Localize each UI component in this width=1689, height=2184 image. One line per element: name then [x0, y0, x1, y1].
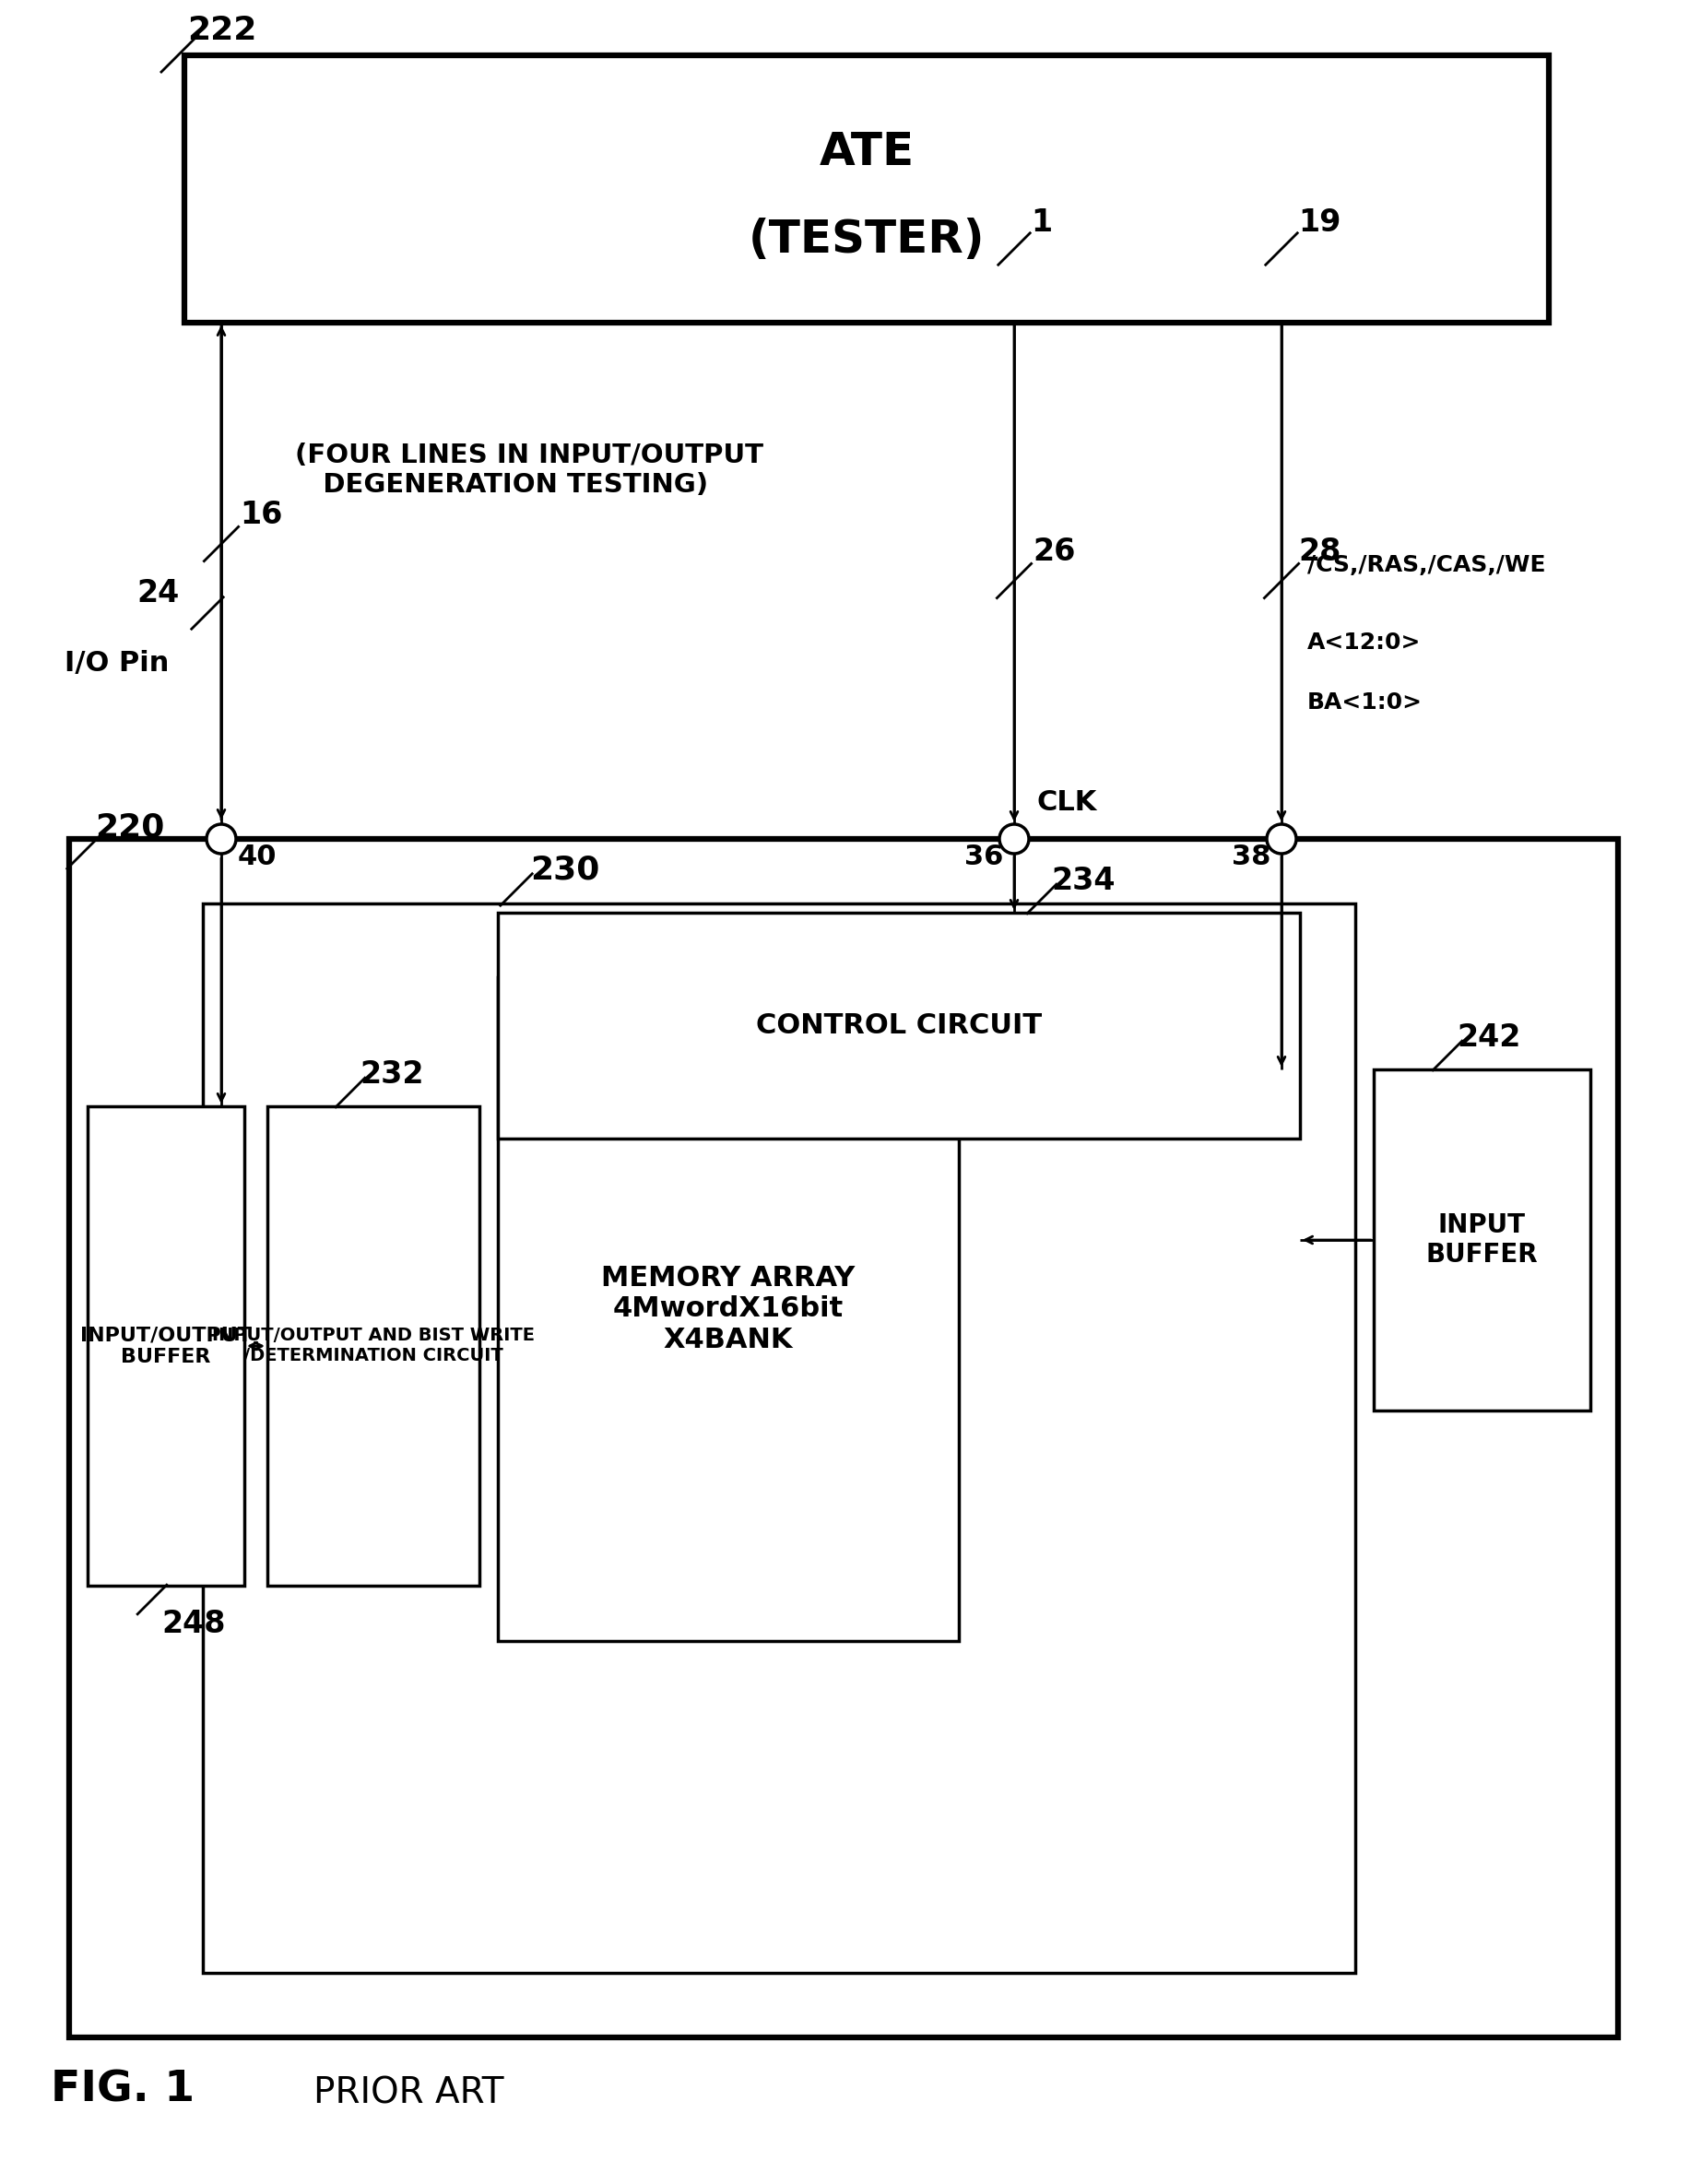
- Text: (TESTER): (TESTER): [748, 218, 985, 262]
- Text: (FOUR LINES IN INPUT/OUTPUT
   DEGENERATION TESTING): (FOUR LINES IN INPUT/OUTPUT DEGENERATION…: [296, 441, 763, 498]
- Text: I/O Pin: I/O Pin: [64, 651, 169, 677]
- Text: 230: 230: [530, 854, 600, 885]
- Text: INPUT
BUFFER: INPUT BUFFER: [1426, 1212, 1539, 1267]
- Text: 38: 38: [1231, 843, 1270, 869]
- Text: 26: 26: [1032, 537, 1076, 568]
- Bar: [498, 913, 1301, 1138]
- Text: 36: 36: [964, 843, 1003, 869]
- Text: 248: 248: [162, 1610, 225, 1640]
- Text: /CS,/RAS,/CAS,/WE: /CS,/RAS,/CAS,/WE: [1307, 555, 1545, 577]
- Text: 16: 16: [240, 500, 282, 531]
- Circle shape: [1267, 823, 1295, 854]
- Bar: [184, 55, 1549, 323]
- Text: ATE: ATE: [819, 131, 914, 175]
- Text: 232: 232: [360, 1059, 424, 1090]
- Circle shape: [206, 823, 236, 854]
- Text: 234: 234: [1051, 865, 1115, 895]
- Text: CLK: CLK: [1037, 788, 1098, 817]
- Bar: [88, 1107, 245, 1586]
- Bar: [498, 976, 959, 1640]
- Text: MEMORY ARRAY
4MwordX16bit
X4BANK: MEMORY ARRAY 4MwordX16bit X4BANK: [601, 1265, 855, 1354]
- Bar: [1373, 1070, 1591, 1411]
- Bar: [203, 904, 1355, 1972]
- Text: PRIOR ART: PRIOR ART: [314, 2075, 503, 2110]
- Text: INPUT/OUTPUT AND BIST WRITE
/DETERMINATION CIRCUIT: INPUT/OUTPUT AND BIST WRITE /DETERMINATI…: [213, 1328, 535, 1365]
- Text: CONTROL CIRCUIT: CONTROL CIRCUIT: [757, 1011, 1042, 1040]
- Text: 24: 24: [137, 579, 179, 609]
- Text: 19: 19: [1299, 207, 1341, 238]
- Text: 40: 40: [238, 843, 277, 869]
- Text: 220: 220: [95, 812, 164, 843]
- Text: INPUT/OUTPUT
BUFFER: INPUT/OUTPUT BUFFER: [79, 1326, 252, 1365]
- Text: FIG. 1: FIG. 1: [51, 2068, 194, 2110]
- Text: 1: 1: [1030, 207, 1052, 238]
- Text: A<12:0>: A<12:0>: [1307, 631, 1420, 653]
- Circle shape: [1000, 823, 1029, 854]
- Text: 222: 222: [187, 15, 257, 46]
- Bar: [69, 839, 1618, 2038]
- Text: BA<1:0>: BA<1:0>: [1307, 692, 1422, 714]
- Bar: [267, 1107, 480, 1586]
- Text: 28: 28: [1299, 537, 1341, 568]
- Text: 242: 242: [1456, 1022, 1520, 1053]
